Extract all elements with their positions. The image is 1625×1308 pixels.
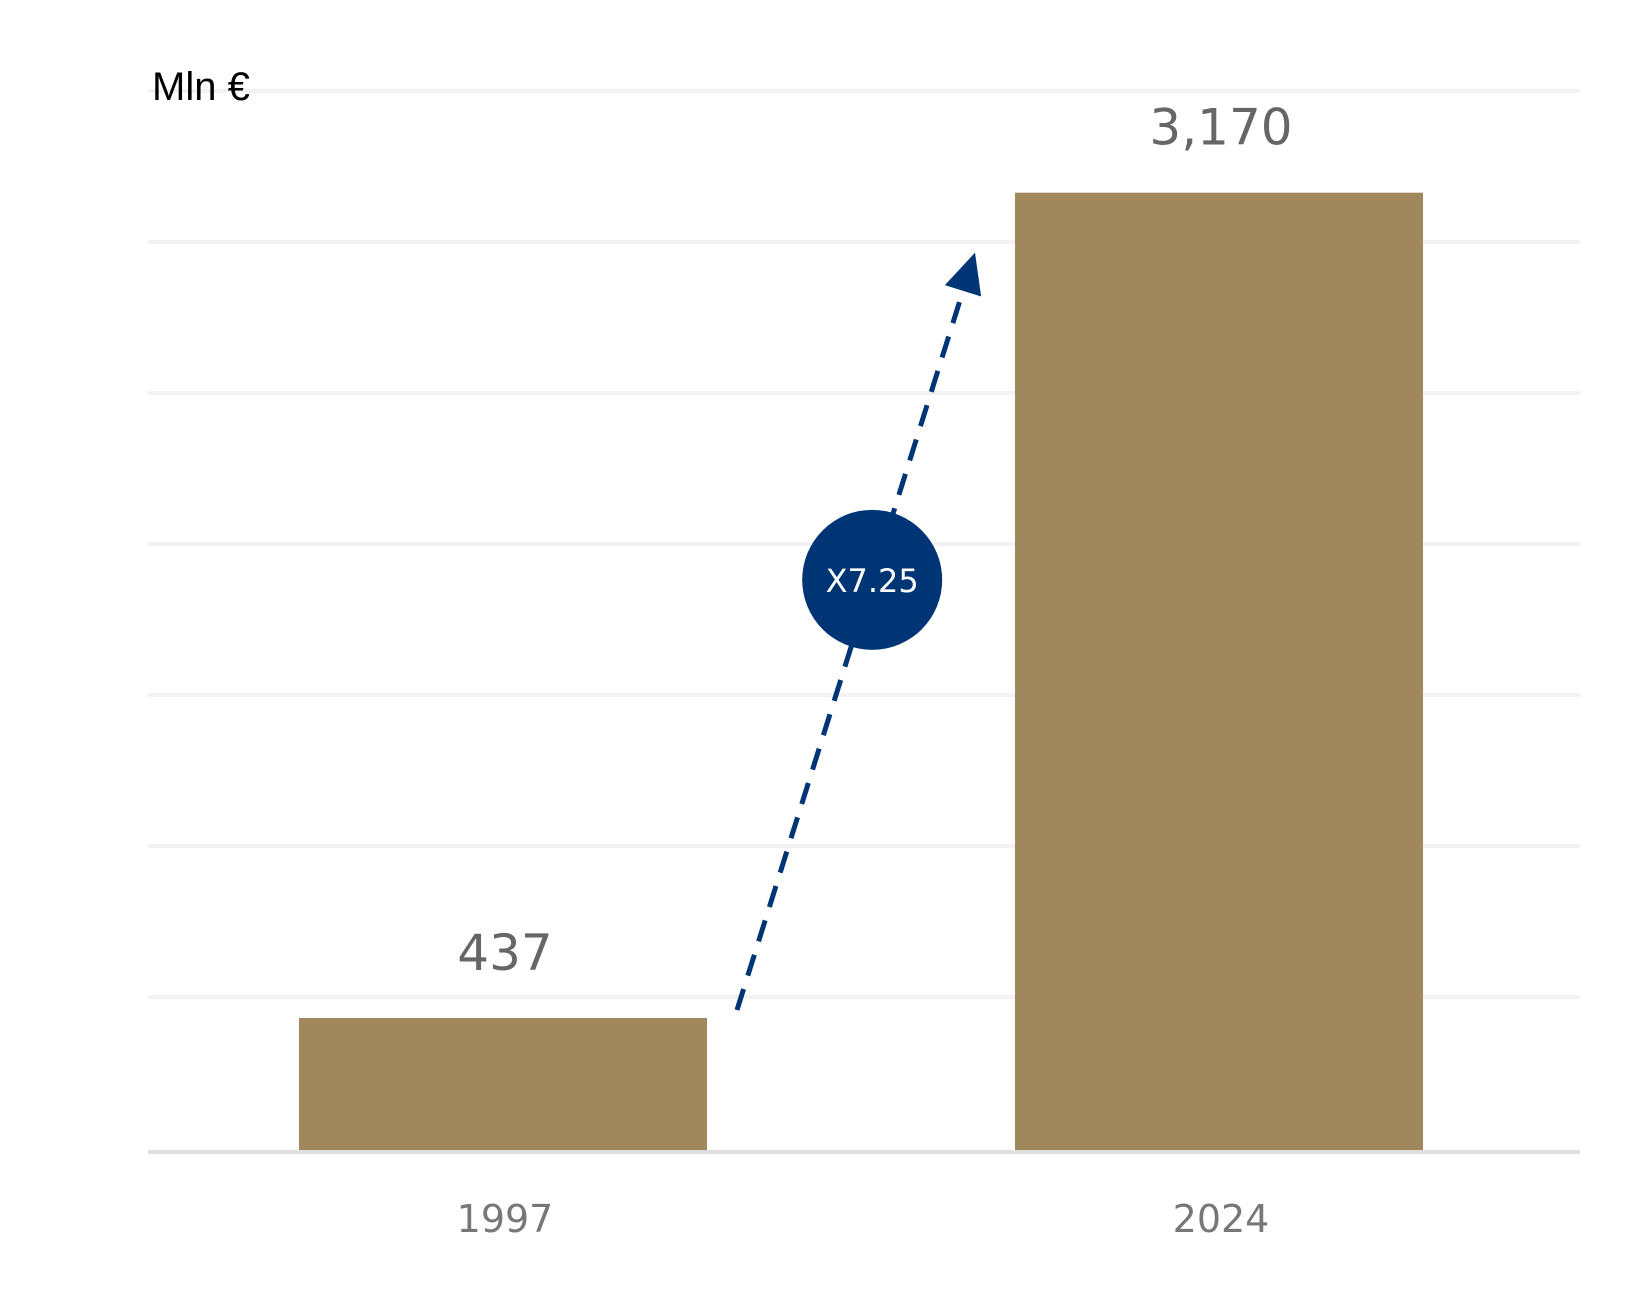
unit-label: Mln € — [152, 65, 250, 109]
bar-2024 — [1015, 192, 1423, 1150]
growth-arrow-line — [734, 290, 966, 1011]
gridlines — [148, 89, 1580, 999]
growth-arrow-head — [944, 252, 982, 297]
growth-annotation: X7.25 — [734, 252, 982, 1011]
growth-badge-label: X7.25 — [826, 562, 919, 600]
data-label-2024: 3,170 — [1149, 99, 1292, 157]
tick-label-2024: 2024 — [1173, 1197, 1270, 1241]
bar-1997 — [299, 1018, 707, 1150]
growth-badge — [802, 509, 943, 650]
x-tick-labels: 1997 2024 — [457, 1197, 1270, 1241]
bars — [299, 192, 1423, 1150]
data-labels: 437 3,170 — [457, 99, 1292, 982]
tick-label-1997: 1997 — [457, 1197, 554, 1241]
data-label-1997: 437 — [457, 924, 552, 982]
